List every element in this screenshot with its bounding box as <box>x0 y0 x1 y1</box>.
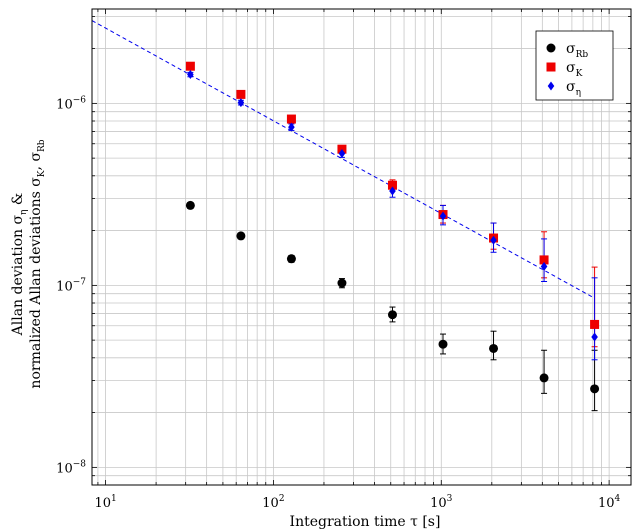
y-axis-label-line1: Allan deviation ση & <box>10 193 29 337</box>
data-point-square <box>185 61 195 71</box>
data-point-diamond <box>591 332 598 342</box>
data-point-circle <box>185 200 195 210</box>
legend-marker-square <box>546 62 556 72</box>
grid-lines <box>92 9 631 486</box>
data-point-diamond <box>540 261 548 271</box>
data-point-circle <box>387 310 397 320</box>
y-axis-label: Allan deviation ση & normalized Allan de… <box>10 139 47 388</box>
data-point-circle <box>236 231 246 241</box>
data-point-circle <box>590 384 600 394</box>
legend-marker-circle <box>546 43 556 53</box>
data-point-diamond <box>389 186 396 196</box>
data-point-diamond <box>288 122 295 132</box>
data-point-circle <box>337 278 347 288</box>
y-tick-label: 10−8 <box>56 459 86 476</box>
data-point-square <box>236 89 246 99</box>
data-point-square <box>387 180 397 190</box>
data-point-circle <box>286 254 296 264</box>
x-tick-label: 101 <box>94 494 116 511</box>
fit-line <box>91 20 595 299</box>
data-point-diamond <box>338 149 346 159</box>
fit-line-group <box>91 20 595 299</box>
y-tick-label: 10−6 <box>56 95 86 112</box>
data-point-diamond <box>490 235 497 245</box>
data-point-diamond <box>439 211 447 221</box>
data-point-square <box>590 319 600 329</box>
y-axis-label-line2: normalized Allan deviations σK, σRb <box>28 139 47 388</box>
plot-frame <box>91 8 632 486</box>
legend-label: σRb <box>566 41 588 60</box>
data-point-circle <box>489 343 499 353</box>
tick-labels: 101 102 103 104 10−8 10−7 10−6 <box>56 95 620 511</box>
data-point-diamond <box>187 70 194 80</box>
data-point-square <box>286 114 296 124</box>
x-tick-label: 103 <box>430 494 453 511</box>
x-tick-label: 104 <box>598 494 621 511</box>
data-markers <box>185 61 600 394</box>
data-point-circle <box>539 373 549 383</box>
legend-marker-diamond <box>547 81 555 91</box>
legend-label: ση <box>566 79 581 98</box>
data-point-diamond <box>237 98 245 108</box>
x-tick-label: 102 <box>262 494 284 511</box>
y-tick-label: 10−7 <box>56 277 86 294</box>
x-axis-label: Integration time τ [s] <box>290 514 441 530</box>
data-point-circle <box>438 339 448 349</box>
legend-label: σK <box>566 60 583 79</box>
data-point-square <box>539 255 549 265</box>
axes-frame <box>91 8 632 486</box>
axis-ticks <box>92 9 631 486</box>
